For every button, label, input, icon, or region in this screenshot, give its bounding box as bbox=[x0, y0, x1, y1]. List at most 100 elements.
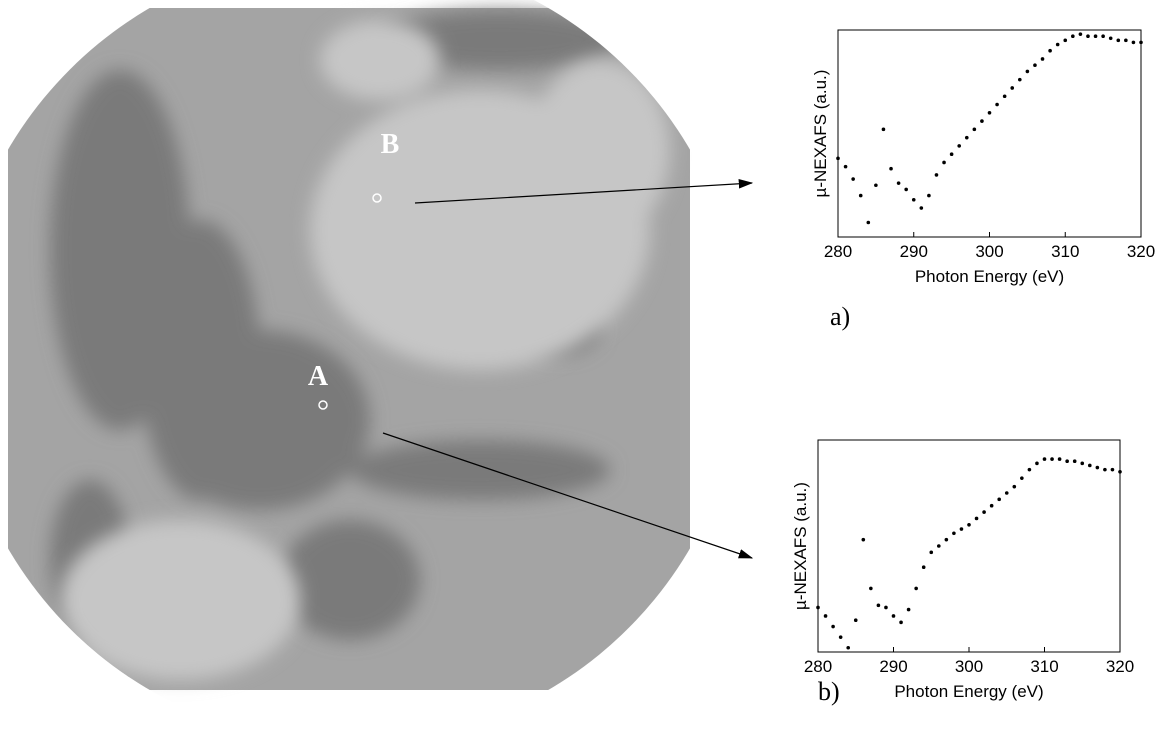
data-point bbox=[1118, 470, 1122, 474]
data-point bbox=[1108, 36, 1113, 41]
data-point bbox=[904, 187, 908, 192]
data-point bbox=[967, 523, 971, 527]
data-point bbox=[836, 156, 840, 161]
x-axis-label: Photon Energy (eV) bbox=[915, 267, 1064, 286]
data-point bbox=[995, 102, 999, 107]
data-point bbox=[949, 152, 954, 156]
data-point bbox=[980, 119, 984, 123]
data-point bbox=[843, 164, 848, 169]
data-point bbox=[982, 510, 986, 514]
data-point bbox=[816, 605, 820, 610]
panel-label: b) bbox=[818, 677, 840, 706]
data-point bbox=[869, 586, 873, 591]
y-axis-label: µ-NEXAFS (a.u.) bbox=[791, 482, 810, 610]
data-point bbox=[1040, 57, 1045, 61]
data-point bbox=[1065, 459, 1069, 464]
data-point bbox=[1093, 34, 1098, 39]
x-tick-label: 290 bbox=[879, 657, 907, 676]
data-point bbox=[853, 618, 858, 622]
data-point bbox=[866, 220, 871, 225]
data-point bbox=[874, 183, 878, 188]
data-point bbox=[911, 197, 916, 202]
x-axis-label: Photon Energy (eV) bbox=[894, 682, 1043, 701]
x-tick-label: 310 bbox=[1030, 657, 1058, 676]
data-point bbox=[831, 624, 835, 629]
data-point bbox=[944, 537, 949, 542]
data-point bbox=[889, 166, 893, 171]
data-point bbox=[1071, 34, 1075, 39]
data-point bbox=[929, 550, 934, 555]
data-point bbox=[896, 181, 901, 185]
data-point bbox=[1035, 461, 1039, 466]
plot-frame bbox=[817, 439, 1121, 653]
x-tick-label: 300 bbox=[975, 242, 1003, 261]
data-point bbox=[1048, 48, 1052, 53]
data-point bbox=[1078, 32, 1083, 36]
data-point bbox=[1063, 38, 1068, 43]
data-point bbox=[974, 516, 979, 521]
data-point bbox=[1020, 476, 1024, 480]
x-tick-label: 310 bbox=[1051, 242, 1079, 261]
data-point bbox=[1027, 467, 1032, 472]
data-point bbox=[1103, 467, 1107, 472]
data-point bbox=[1002, 94, 1007, 99]
data-point bbox=[937, 544, 941, 548]
data-point bbox=[1010, 86, 1015, 90]
data-point bbox=[964, 135, 969, 140]
data-point bbox=[881, 127, 886, 132]
x-tick-label: 320 bbox=[1127, 242, 1155, 261]
data-point bbox=[1095, 465, 1100, 470]
data-point bbox=[987, 111, 992, 115]
data-point bbox=[823, 614, 828, 618]
data-point bbox=[1131, 40, 1136, 45]
x-tick-label: 290 bbox=[900, 242, 928, 261]
data-point bbox=[846, 645, 850, 650]
data-point bbox=[1050, 457, 1054, 461]
data-point bbox=[942, 160, 946, 165]
data-point bbox=[1080, 461, 1085, 466]
data-point bbox=[1124, 38, 1128, 43]
data-point bbox=[1012, 484, 1017, 489]
data-point bbox=[891, 614, 896, 618]
data-point bbox=[972, 127, 977, 132]
y-axis-label: µ-NEXAFS (a.u.) bbox=[811, 70, 830, 198]
arrow bbox=[382, 432, 754, 559]
x-tick-label: 300 bbox=[955, 657, 983, 676]
panel-label: a) bbox=[830, 302, 850, 331]
data-point bbox=[1072, 459, 1077, 464]
data-point bbox=[1042, 457, 1047, 461]
micrograph bbox=[8, 8, 690, 690]
data-point bbox=[899, 620, 903, 625]
data-point bbox=[1116, 38, 1121, 43]
data-point bbox=[851, 177, 855, 181]
data-point bbox=[858, 193, 863, 198]
arrow bbox=[414, 178, 754, 204]
data-point bbox=[838, 635, 843, 639]
data-point bbox=[1004, 491, 1009, 495]
x-tick-label: 320 bbox=[1106, 657, 1134, 676]
data-point bbox=[914, 586, 918, 591]
data-point bbox=[906, 607, 911, 612]
data-point bbox=[927, 193, 931, 198]
data-point bbox=[1057, 457, 1062, 461]
data-point bbox=[989, 503, 994, 508]
data-point bbox=[959, 527, 964, 531]
plot-frame bbox=[837, 29, 1142, 238]
data-point bbox=[1110, 467, 1115, 472]
data-point bbox=[952, 531, 956, 536]
data-point bbox=[1101, 34, 1105, 39]
point-marker bbox=[318, 400, 328, 410]
data-point bbox=[1033, 63, 1037, 67]
data-point bbox=[1018, 77, 1022, 82]
data-point bbox=[921, 565, 926, 569]
point-label: A bbox=[308, 361, 329, 392]
data-point bbox=[957, 144, 961, 148]
data-point bbox=[919, 206, 924, 210]
point-label: B bbox=[381, 129, 400, 160]
data-point bbox=[884, 605, 888, 610]
data-point bbox=[1139, 40, 1143, 45]
data-point bbox=[1088, 463, 1092, 468]
x-tick-label: 280 bbox=[804, 657, 832, 676]
data-point bbox=[1025, 69, 1030, 74]
